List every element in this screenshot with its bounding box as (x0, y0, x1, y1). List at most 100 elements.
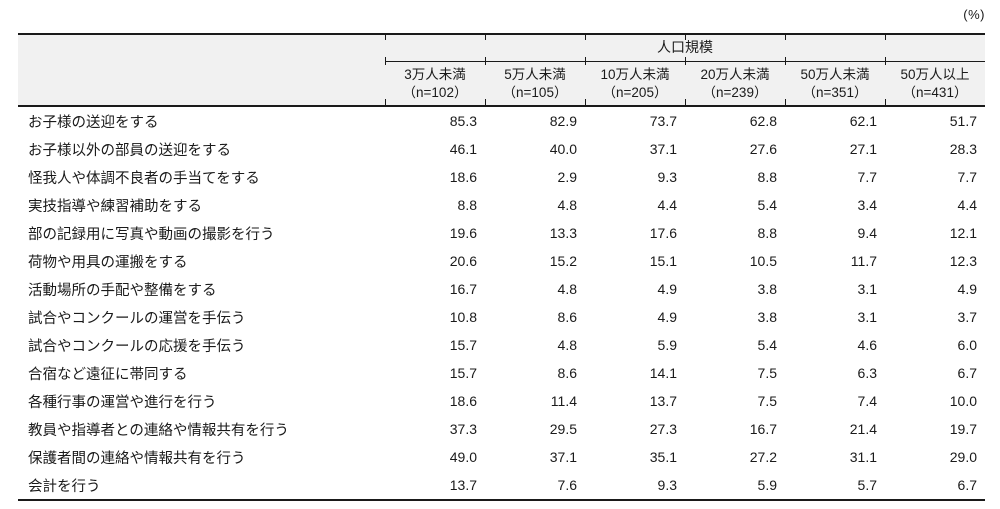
value-cell: 3.4 (857, 197, 877, 213)
value-cell: 4.8 (557, 197, 577, 213)
value-cell: 19.7 (949, 421, 977, 437)
value-cell: 27.3 (649, 421, 677, 437)
table-row: 保護者間の連絡や情報共有を行う 49.0 37.1 35.1 27.2 31.1 29.0 (18, 443, 985, 471)
column-header: 50万人未満 （n=351） (785, 66, 885, 102)
table-row: 教員や指導者との連絡や情報共有を行う 37.3 29.5 27.3 16.7 21.4 19… (18, 415, 985, 443)
column-header: 5万人未満 （n=105） (485, 66, 585, 102)
value-cell: 17.6 (649, 225, 677, 241)
value-cell: 8.8 (757, 169, 777, 185)
value-cell: 27.2 (749, 449, 777, 465)
column-label: 10万人未満 (600, 66, 670, 82)
column-boundary-tick (785, 35, 786, 40)
value-cell: 49.0 (449, 449, 477, 465)
value-cell: 4.9 (957, 281, 977, 297)
value-cell: 40.0 (549, 141, 577, 157)
row-label: 保護者間の連絡や情報共有を行う (28, 450, 246, 467)
table-row: 部の記録用に写真や動画の撮影を行う 19.6 13.3 17.6 8.8 9.4 12.1 (18, 219, 985, 247)
column-boundary-tick (885, 99, 886, 105)
column-boundary-tick (585, 99, 586, 105)
row-label: 荷物や用具の運搬をする (28, 254, 188, 271)
column-label: 50万人以上 (900, 66, 970, 82)
table-row: 各種行事の運営や進行を行う 18.6 11.4 13.7 7.5 7.4 10.0 (18, 387, 985, 415)
row-label: 活動場所の手配や整備をする (28, 282, 217, 299)
value-cell: 4.9 (657, 281, 677, 297)
value-cell: 11.7 (850, 253, 877, 269)
value-cell: 7.6 (557, 477, 577, 493)
value-cell: 3.7 (957, 309, 977, 325)
value-cell: 10.8 (449, 309, 477, 325)
row-label: 各種行事の運営や進行を行う (28, 394, 217, 411)
value-cell: 5.4 (757, 337, 777, 353)
value-cell: 62.1 (849, 113, 877, 129)
value-cell: 3.8 (757, 309, 777, 325)
column-label: 50万人未満 (800, 66, 870, 82)
column-boundary-tick (785, 57, 786, 65)
value-cell: 8.8 (457, 197, 477, 213)
value-cell: 9.3 (657, 477, 677, 493)
value-cell: 37.1 (549, 449, 577, 465)
value-cell: 15.1 (649, 253, 677, 269)
column-header: 10万人未満 （n=205） (585, 66, 685, 102)
value-cell: 3.1 (857, 309, 877, 325)
row-label: お子様以外の部員の送迎をする (28, 142, 231, 159)
column-boundary-tick (385, 57, 386, 65)
value-cell: 12.3 (949, 253, 977, 269)
value-cell: 35.1 (649, 449, 677, 465)
value-cell: 10.5 (749, 253, 777, 269)
value-cell: 13.7 (649, 393, 677, 409)
column-n: （n=351） (802, 84, 868, 100)
value-cell: 10.0 (949, 393, 977, 409)
value-cell: 6.3 (857, 365, 877, 381)
value-cell: 5.9 (757, 477, 777, 493)
value-cell: 15.7 (449, 365, 477, 381)
value-cell: 13.3 (549, 225, 577, 241)
row-label: 実技指導や練習補助をする (28, 198, 202, 215)
value-cell: 5.4 (757, 197, 777, 213)
value-cell: 4.8 (557, 337, 577, 353)
table-row: お子様の送迎をする 85.3 82.9 73.7 62.8 62.1 51.7 (18, 107, 985, 135)
column-header: 50万人以上 （n=431） (885, 66, 985, 102)
column-n: （n=205） (602, 84, 668, 100)
value-cell: 2.9 (557, 169, 577, 185)
value-cell: 20.6 (449, 253, 477, 269)
row-label: 試合やコンクールの応援を手伝う (28, 338, 246, 355)
value-cell: 28.3 (949, 141, 977, 157)
value-cell: 4.6 (857, 337, 877, 353)
value-cell: 4.8 (557, 281, 577, 297)
table-row: 合宿など遠征に帯同する 15.7 8.6 14.1 7.5 6.3 6.7 (18, 359, 985, 387)
value-cell: 18.6 (449, 393, 477, 409)
value-cell: 15.7 (449, 337, 477, 353)
value-cell: 51.7 (949, 113, 977, 129)
column-boundary-tick (585, 35, 586, 40)
value-cell: 7.7 (857, 169, 877, 185)
value-cell: 29.5 (549, 421, 577, 437)
value-cell: 3.8 (757, 281, 777, 297)
value-cell: 8.8 (757, 225, 777, 241)
value-cell: 8.6 (557, 365, 577, 381)
table-row: お子様以外の部員の送迎をする 46.1 40.0 37.1 27.6 27.1 28.3 (18, 135, 985, 163)
value-cell: 16.7 (449, 281, 477, 297)
column-label: 3万人未満 (404, 66, 466, 82)
column-n: （n=105） (502, 84, 568, 100)
value-cell: 21.4 (849, 421, 877, 437)
table-row: 荷物や用具の運搬をする 20.6 15.2 15.1 10.5 11.7 12.3 (18, 247, 985, 275)
value-cell: 4.4 (657, 197, 677, 213)
row-label: 部の記録用に写真や動画の撮影を行う (28, 226, 275, 243)
value-cell: 31.1 (849, 449, 877, 465)
table-row: 試合やコンクールの運営を手伝う 10.8 8.6 4.9 3.8 3.1 3.7 (18, 303, 985, 331)
column-header-row: 3万人未満 （n=102） 5万人未満 （n=105） 10万人未満 （n=205） 20万… (18, 62, 985, 105)
column-boundary-tick (685, 57, 686, 65)
table-row: 活動場所の手配や整備をする 16.7 4.8 4.9 3.8 3.1 4.9 (18, 275, 985, 303)
survey-table: 人口規模 3万人未満 （n=102） 5万人未満 （n=105） 10万人未満 （n=20… (18, 33, 985, 501)
table-row: 怪我人や体調不良者の手当てをする 18.6 2.9 9.3 8.8 7.7 7.7 (18, 163, 985, 191)
column-boundary-tick (785, 99, 786, 105)
value-cell: 46.1 (449, 141, 477, 157)
column-label: 20万人未満 (700, 66, 770, 82)
column-boundary-tick (385, 35, 386, 40)
column-boundary-tick (385, 99, 386, 105)
header-label-spacer (18, 35, 385, 62)
column-boundary-tick (585, 57, 586, 65)
value-cell: 4.9 (657, 309, 677, 325)
value-cell: 4.4 (957, 197, 977, 213)
value-cell: 13.7 (449, 477, 477, 493)
